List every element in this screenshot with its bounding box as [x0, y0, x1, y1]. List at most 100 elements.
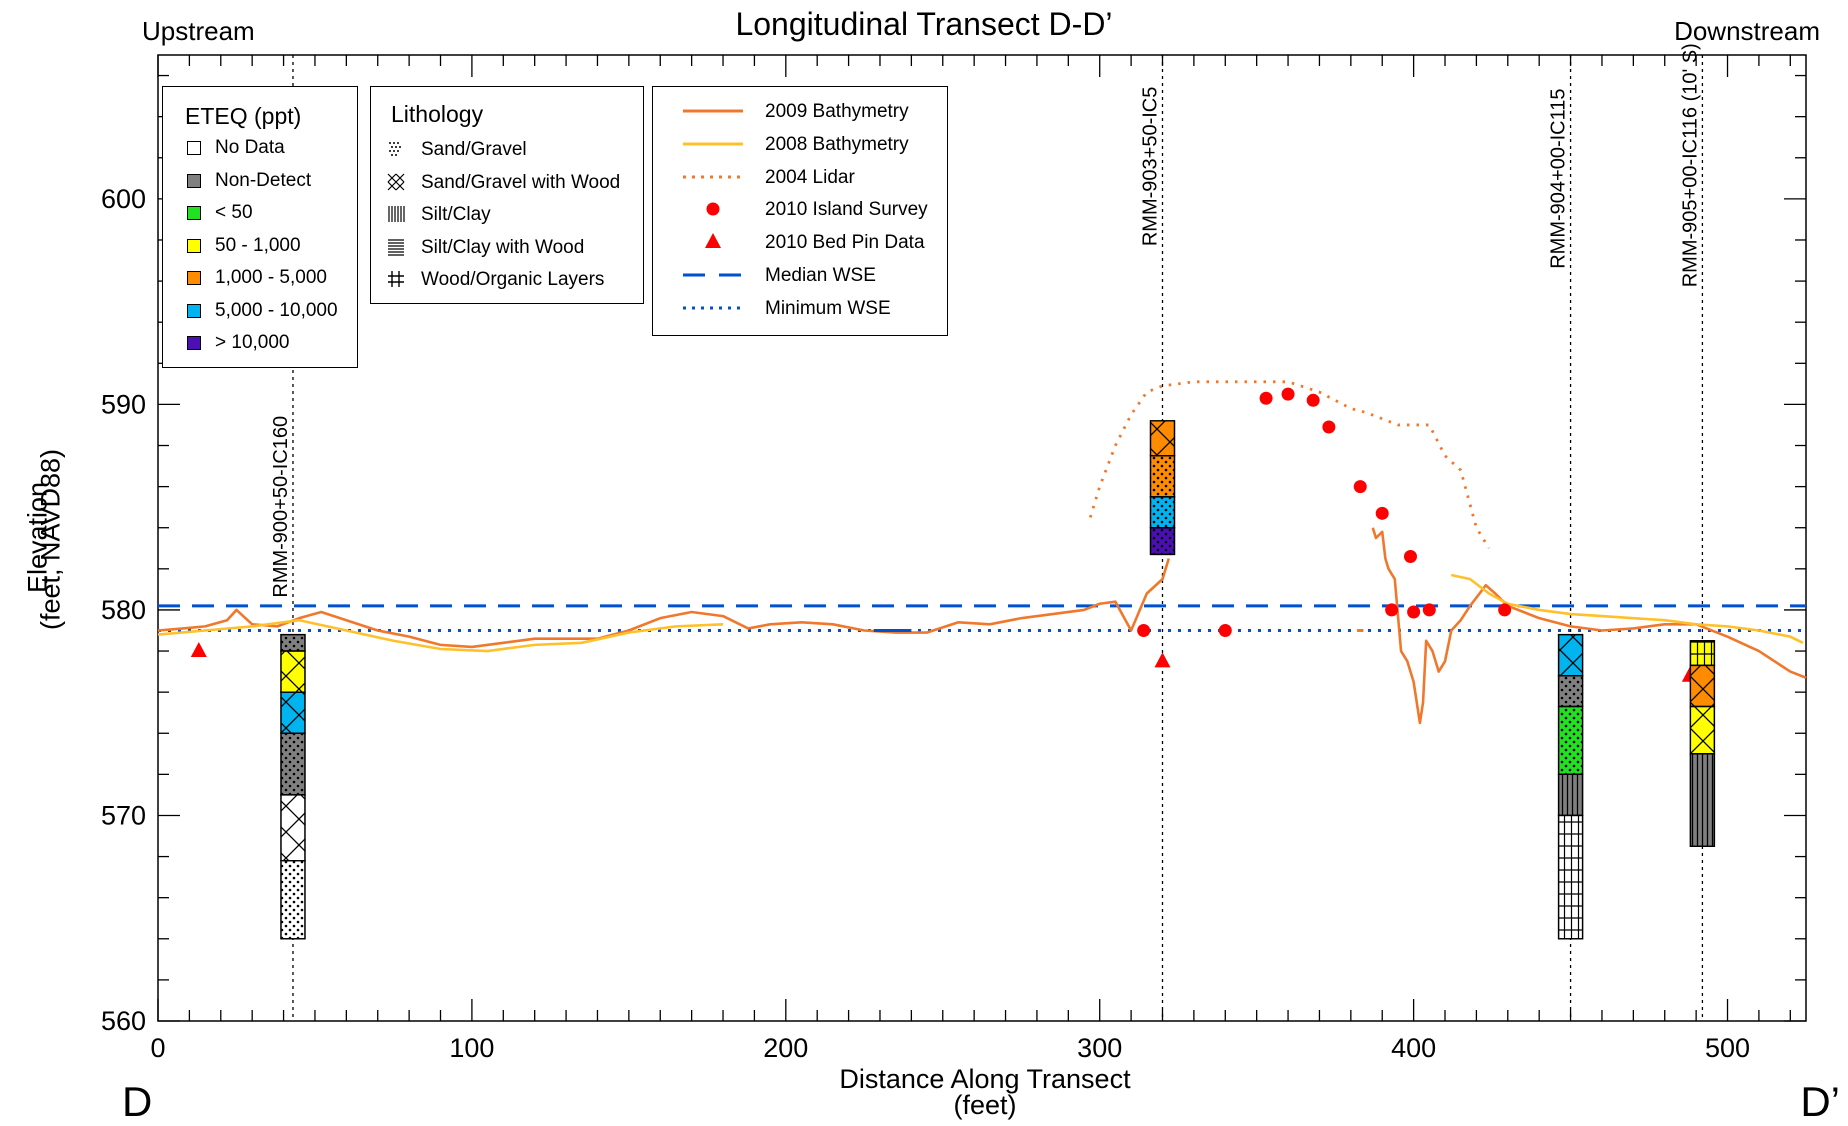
series-line	[157, 618, 724, 653]
core-segment-pattern	[280, 860, 306, 940]
island-survey-point	[1375, 506, 1389, 520]
island-survey-point	[1407, 605, 1421, 619]
x-tick-label: 400	[1391, 1033, 1436, 1063]
lithology-legend: Lithology Sand/Gravel Sand/Gravel with Wo…	[370, 86, 644, 304]
y-axis-units: (feet, NAVD88)	[35, 448, 66, 631]
legend-swatch	[187, 271, 201, 285]
island-survey-point	[1322, 420, 1336, 434]
core-segment-pattern	[1557, 814, 1584, 940]
island-survey-point	[1385, 603, 1399, 617]
x-axis-label: Distance Along Transect	[839, 1064, 1131, 1094]
legend-label: Minimum WSE	[765, 297, 891, 319]
series-line	[157, 558, 1171, 649]
island-survey-point	[1218, 623, 1232, 637]
core-segment-pattern	[1149, 455, 1176, 498]
x-tick-label: 0	[150, 1033, 165, 1063]
legend-label: Wood/Organic Layers	[421, 269, 605, 290]
island-survey-point	[1306, 393, 1320, 407]
section-end-label: D’	[1800, 1078, 1840, 1125]
x-tick-label: 200	[763, 1033, 808, 1063]
legend-label: 1,000 - 5,000	[215, 267, 327, 288]
core-label: RMM-904+00-IC115	[1548, 88, 1570, 268]
lithology-swatch	[389, 142, 401, 156]
core-segment-pattern	[280, 691, 306, 734]
legend-label: < 50	[215, 202, 253, 223]
cores-layer	[280, 420, 1716, 940]
lithology-swatch	[387, 173, 405, 190]
core-segment-pattern	[1557, 675, 1584, 708]
lithology-swatch	[388, 206, 405, 222]
core-segment-pattern	[1689, 705, 1716, 755]
legend-label: 2010 Island Survey	[765, 199, 928, 221]
legend-swatch	[187, 173, 201, 188]
core-segment-pattern	[280, 794, 306, 862]
x-tick-label: 500	[1705, 1033, 1750, 1063]
plot-frame	[157, 54, 1807, 1022]
x-tick-label: 300	[1077, 1033, 1122, 1063]
core-segment-pattern	[1149, 496, 1176, 529]
core-segment-pattern	[280, 650, 306, 693]
series-line	[1371, 527, 1807, 725]
legend-swatch	[187, 303, 201, 318]
y-tick-label: 560	[101, 1006, 146, 1036]
legend-label: Silt/Clay	[421, 204, 491, 225]
legend-label: No Data	[215, 137, 285, 158]
core-segment-pattern	[1557, 705, 1584, 776]
lithology-legend-title: Lithology	[391, 101, 484, 127]
axis-ticks	[157, 55, 1806, 1022]
chart-title: Longitudinal Transect D-D’	[735, 6, 1113, 42]
series-layer	[157, 380, 1807, 725]
legend-swatch	[187, 141, 201, 155]
wse-lines	[158, 604, 1806, 632]
island-survey-point	[1137, 623, 1151, 637]
legend-label: Silt/Clay with Wood	[421, 236, 585, 258]
section-start-label: D	[122, 1078, 153, 1125]
legend-marker-symbol	[706, 202, 720, 216]
downstream-label: Downstream	[1674, 16, 1820, 46]
island-survey-point	[1281, 387, 1295, 401]
core-label: RMM-905+00-IC116 (10' S)	[1679, 43, 1701, 287]
core-label: RMM-900+50-IC160	[270, 416, 292, 598]
core-segment-pattern	[1149, 420, 1176, 457]
y-tick-label: 570	[101, 800, 146, 830]
legend-label: 50 - 1,000	[215, 234, 301, 256]
x-axis-units: (feet)	[953, 1090, 1017, 1120]
core-label: RMM-903+50-IC5	[1139, 87, 1161, 247]
upstream-label: Upstream	[142, 16, 255, 46]
legend-line-symbol	[683, 109, 743, 113]
core-segment-pattern	[1689, 753, 1716, 847]
core-segment-pattern	[280, 732, 306, 796]
core-segment-pattern	[1557, 773, 1584, 817]
legend-label: Median WSE	[765, 265, 876, 286]
legend-line-symbol	[683, 273, 743, 277]
series-line	[1451, 573, 1804, 644]
core-segment-pattern	[1689, 640, 1716, 667]
legend-label: 2009 Bathymetry	[765, 101, 909, 122]
legend-label: 2010 Bed Pin Data	[765, 232, 925, 254]
x-tick-label: 100	[449, 1033, 494, 1063]
series-line	[1088, 380, 1491, 550]
series-legend: 2009 Bathymetry 2008 Bathymetry 2004 Lidar…	[652, 86, 948, 336]
bed-pin-point	[190, 642, 207, 658]
core-segment-pattern	[1149, 527, 1176, 556]
legend-line-symbol	[683, 175, 743, 179]
lithology-swatch	[388, 271, 404, 287]
island-survey-point	[1498, 603, 1512, 617]
y-tick-label: 590	[101, 389, 146, 419]
eteq-legend-title: ETEQ (ppt)	[185, 103, 302, 129]
core-segment-pattern	[1557, 633, 1584, 677]
core-segment-pattern	[1689, 664, 1716, 708]
island-survey-point	[1403, 549, 1417, 563]
legend-swatch	[187, 206, 201, 220]
core-labels: RMM-900+50-IC160 RMM-903+50-IC5 RMM-904+00…	[270, 43, 1701, 597]
y-tick-label: 580	[101, 595, 146, 625]
lithology-swatch	[388, 238, 404, 256]
island-survey-point	[1422, 603, 1436, 617]
legend-line-symbol	[683, 306, 743, 310]
legend-swatch	[187, 336, 201, 350]
legend-label: Sand/Gravel with Wood	[421, 171, 621, 193]
legend-label: Sand/Gravel	[421, 139, 527, 160]
island-survey-point	[1353, 480, 1367, 494]
eteq-legend: ETEQ (ppt) No Data Non-Detect < 50 50 - 1,0…	[162, 86, 358, 368]
